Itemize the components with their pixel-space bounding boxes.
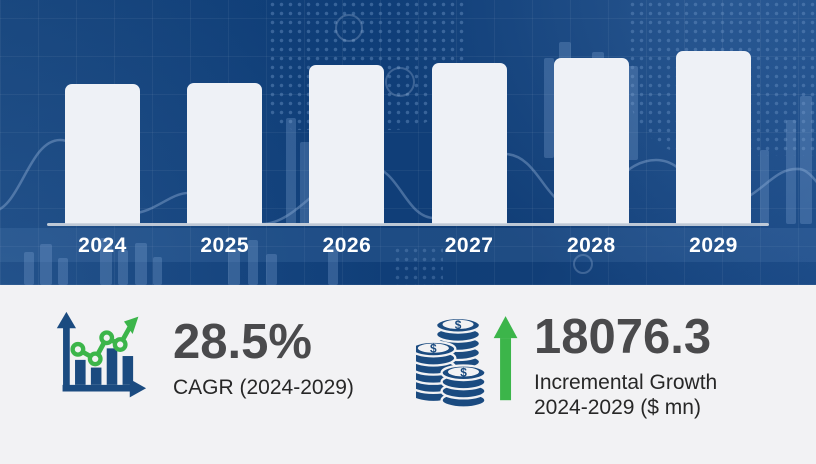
background-ticker-bar [228, 248, 240, 285]
background-band [0, 228, 816, 262]
background-ticker-bar [135, 243, 147, 285]
background-ticker-bar [286, 118, 296, 224]
year-label: 2025 [200, 234, 250, 257]
background-ticker-bar [266, 254, 277, 285]
incremental-growth-label: Incremental Growth 2024-2029 ($ mn) [534, 371, 718, 419]
background-ticker-bar [800, 96, 812, 224]
stats-panel: 28.5% CAGR (2024-2029) $ [0, 285, 816, 464]
background-ticker-bar [153, 257, 162, 285]
background-ticker-bar [760, 150, 769, 224]
cagr-value: 28.5% [173, 315, 312, 370]
background-ticker-bar [58, 258, 68, 285]
background-ring [385, 67, 415, 97]
year-label: 2028 [566, 234, 616, 257]
background-ticker-bar [300, 142, 311, 224]
coin-stacks-growth-icon: $ $ $ [410, 305, 522, 420]
year-label: 2026 [322, 234, 372, 257]
background-ticker-bar [24, 252, 34, 285]
year-label: 2024 [78, 234, 127, 257]
dot-map-texture [393, 246, 443, 285]
year-label: 2029 [689, 234, 738, 257]
background-ring [573, 254, 593, 274]
background-ticker-bar [248, 240, 258, 285]
bar-chart-hero: 2024 2025 2026 2027 2028 2029 [0, 0, 816, 285]
cagr-stat: 28.5% CAGR (2024-2029) [52, 309, 354, 410]
up-arrow-icon [493, 316, 518, 401]
background-ticker-bar [786, 120, 796, 224]
chart-bar-2024 [65, 84, 140, 224]
background-ticker-bar [627, 66, 638, 160]
x-axis-line [47, 223, 769, 226]
background-ticker-bar [40, 244, 52, 285]
background-ticker-bar [328, 246, 338, 285]
chart-bar-2029 [676, 51, 751, 224]
bar-chart-trend-icon [52, 309, 148, 410]
background-ticker-bar [118, 250, 128, 285]
incremental-growth-value: 18076.3 [534, 310, 712, 365]
background-ticker-bar [100, 238, 112, 285]
chart-bar-2025 [187, 83, 263, 224]
svg-text:$: $ [460, 365, 467, 379]
background-ring [335, 14, 363, 42]
chart-bar-2027 [431, 63, 507, 224]
year-label: 2027 [444, 234, 494, 257]
chart-bar-2028 [553, 58, 629, 224]
svg-text:$: $ [455, 318, 462, 332]
background-ticker-bar [544, 58, 554, 158]
chart-bar-2026 [309, 65, 385, 224]
svg-text:$: $ [430, 342, 437, 356]
cagr-label: CAGR (2024-2029) [173, 376, 354, 400]
incremental-growth-stat: $ $ $ [410, 305, 718, 420]
